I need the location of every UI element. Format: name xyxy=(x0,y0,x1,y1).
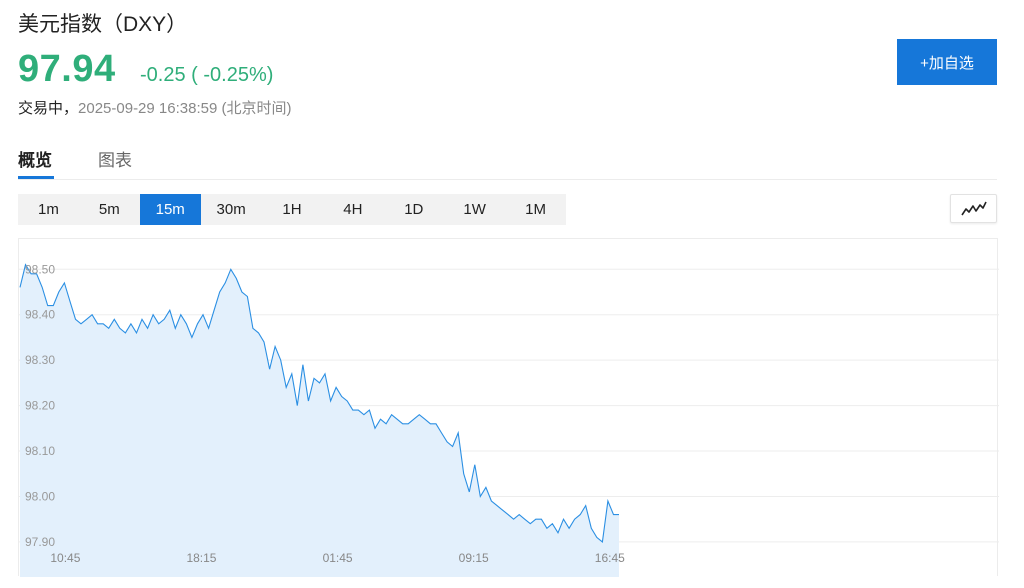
period-30m[interactable]: 30m xyxy=(216,201,246,218)
chart-area xyxy=(19,263,619,577)
period-1h[interactable]: 1H xyxy=(282,201,302,218)
y-tick-label: 98.20 xyxy=(25,399,55,413)
x-tick-label: 10:45 xyxy=(50,551,80,565)
x-tick-label: 09:15 xyxy=(459,551,489,565)
trading-status: 交易中，2025-09-29 16:38:59 (北京时间) xyxy=(18,97,291,118)
tab-bar: 概览 图表 xyxy=(18,140,997,180)
period-selector: 1m 5m 15m 30m 1H 4H 1D 1W 1M xyxy=(18,194,566,225)
price-line xyxy=(19,263,619,543)
current-price: 97.94 xyxy=(18,48,116,90)
y-tick-label: 98.30 xyxy=(25,353,55,367)
page-title: 美元指数（DXY） xyxy=(18,13,188,36)
price-change: -0.25 ( -0.25%) xyxy=(140,64,274,86)
chart-axis-labels: 98.50 98.40 98.30 98.20 98.10 98.00 97.90 10:45… xyxy=(25,262,625,565)
period-1mo[interactable]: 1M xyxy=(525,201,546,218)
status-label: 交易中， xyxy=(18,100,79,117)
period-4h[interactable]: 4H xyxy=(343,201,363,218)
period-1d[interactable]: 1D xyxy=(404,201,424,218)
tab-chart[interactable]: 图表 xyxy=(98,151,132,170)
period-15m[interactable]: 15m xyxy=(139,194,201,225)
price-chart-svg: 98.50 98.40 98.30 98.20 98.10 98.00 97.90 10:45… xyxy=(19,262,999,577)
y-tick-label: 98.10 xyxy=(25,444,55,458)
line-chart-icon xyxy=(960,201,987,215)
add-to-watchlist-button[interactable]: +加自选 xyxy=(897,39,997,85)
price-area-fill xyxy=(20,264,619,577)
price-chart: 98.50 98.40 98.30 98.20 98.10 98.00 97.90 10:45… xyxy=(18,238,999,577)
y-tick-label: 97.90 xyxy=(25,535,55,549)
period-5m[interactable]: 5m xyxy=(98,201,120,218)
y-tick-label: 98.40 xyxy=(25,308,55,322)
x-tick-label: 01:45 xyxy=(323,551,353,565)
y-tick-label: 98.50 xyxy=(25,262,55,276)
timestamp: 2025-09-29 16:38:59 (北京时间) xyxy=(78,100,292,117)
y-tick-label: 98.00 xyxy=(25,489,55,503)
active-tab-indicator xyxy=(18,176,54,179)
period-1w[interactable]: 1W xyxy=(463,201,486,218)
period-1m[interactable]: 1m xyxy=(38,201,59,218)
x-tick-label: 16:45 xyxy=(595,551,625,565)
chart-type-button[interactable] xyxy=(950,194,997,223)
x-tick-label: 18:15 xyxy=(186,551,216,565)
tab-overview[interactable]: 概览 xyxy=(18,151,52,170)
